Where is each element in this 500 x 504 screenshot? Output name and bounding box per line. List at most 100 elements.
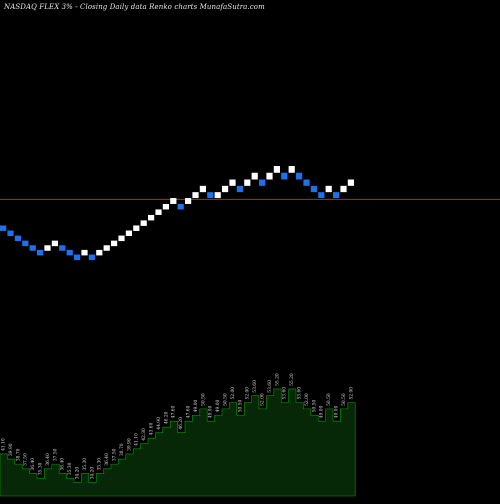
renko-brick-down: [333, 192, 340, 199]
renko-brick-up: [118, 235, 125, 242]
renko-brick-down: [259, 179, 266, 186]
renko-brick-down: [318, 192, 325, 199]
renko-brick-down: [74, 254, 81, 261]
brick-value-label: 37.50: [113, 448, 118, 461]
brick-value-label: 49.00: [216, 399, 221, 412]
brick-value-label: 36.40: [31, 458, 36, 471]
renko-brick-up: [214, 192, 221, 199]
renko-brick-up: [185, 198, 192, 204]
renko-brick-up: [96, 249, 103, 256]
renko-brick-down: [177, 203, 184, 210]
brick-value-label: 38.70: [16, 448, 21, 461]
brick-value-label: 52.00: [261, 393, 266, 406]
brick-value-label: 41.10: [135, 433, 140, 446]
brick-value-label: 55.20: [275, 373, 280, 386]
brick-value-label: 43.60: [150, 422, 155, 435]
brick-value-label: 49.00: [335, 405, 340, 418]
renko-brick-down: [281, 172, 288, 180]
renko-brick-down: [310, 185, 317, 193]
renko-brick-down: [7, 230, 14, 237]
brick-value-label: 47.60: [187, 405, 192, 418]
renko-brick-up: [199, 185, 206, 193]
brick-value-label: 55.20: [290, 373, 295, 386]
renko-brick-up: [51, 240, 58, 247]
brick-value-label: 39.90: [9, 443, 14, 456]
brick-value-label: 35.30: [98, 458, 103, 471]
renko-brick-up: [81, 249, 88, 256]
renko-brick-down: [59, 245, 66, 251]
brick-value-label: 35.30: [68, 462, 73, 475]
renko-brick-up: [162, 203, 169, 210]
renko-brick-up: [103, 245, 110, 251]
renko-brick-down: [303, 179, 310, 186]
volume-area-layer: [0, 388, 356, 497]
chart-title: NASDAQ FLEX 3% - Closing Daily data Renk…: [4, 3, 265, 11]
brick-value-label: 52.00: [231, 387, 236, 400]
brick-value-label: 35.30: [83, 458, 88, 471]
renko-brick-down: [236, 185, 243, 193]
brick-value-label: 52.00: [349, 387, 354, 400]
renko-brick-up: [347, 179, 354, 186]
brick-value-label: 36.40: [105, 453, 110, 466]
brick-value-label: 35.30: [39, 462, 44, 475]
renko-brick-up: [170, 198, 177, 204]
renko-brick-up: [148, 214, 155, 221]
brick-value-label: 47.60: [172, 405, 177, 418]
brick-value-label: 53.60: [268, 380, 273, 393]
renko-brick-down: [0, 225, 7, 231]
brick-value-label: 44.90: [157, 417, 162, 430]
brick-value-label: 46.20: [179, 417, 184, 430]
brick-value-label: 49.00: [194, 399, 199, 412]
renko-brick-up: [140, 220, 147, 226]
brick-value-label: 50.50: [201, 393, 206, 406]
brick-value-label: 36.40: [46, 453, 51, 466]
brick-value-label: 36.40: [61, 458, 66, 471]
renko-brick-up: [111, 240, 118, 247]
renko-brick-up: [251, 172, 258, 180]
renko-brick-down: [88, 254, 95, 261]
brick-value-label: 49.00: [320, 405, 325, 418]
renko-bricks: [0, 166, 354, 261]
brick-value-label: 53.60: [298, 387, 303, 400]
close-area-fill: [0, 388, 356, 497]
brick-value-label: 53.60: [253, 380, 258, 393]
brick-value-label: 50.50: [238, 399, 243, 412]
brick-value-label: 49.00: [209, 405, 214, 418]
renko-brick-up: [133, 225, 140, 231]
brick-value-label: 50.50: [327, 393, 332, 406]
brick-value-label: 50.50: [342, 393, 347, 406]
renko-brick-up: [244, 179, 251, 186]
renko-brick-up: [125, 230, 132, 237]
renko-brick-up: [266, 172, 273, 180]
brick-value-label: 39.90: [127, 438, 132, 451]
renko-brick-up: [288, 166, 295, 173]
renko-brick-up: [273, 166, 280, 173]
brick-value-label: 37.50: [53, 448, 58, 461]
renko-brick-down: [14, 235, 21, 242]
brick-value-label: 41.10: [2, 438, 7, 451]
renko-brick-down: [207, 192, 214, 199]
brick-value-label: 50.50: [224, 393, 229, 406]
renko-brick-down: [37, 249, 44, 256]
renko-brick-down: [29, 245, 36, 251]
renko-brick-up: [325, 185, 332, 193]
brick-value-label: 34.20: [76, 467, 81, 480]
brick-value-label: 46.20: [164, 411, 169, 424]
brick-value-label: 52.00: [246, 387, 251, 400]
renko-brick-up: [192, 192, 199, 199]
brick-value-label: 50.50: [312, 399, 317, 412]
renko-brick-down: [66, 249, 73, 256]
renko-brick-up: [44, 245, 51, 251]
brick-value-label: 53.60: [283, 387, 288, 400]
renko-brick-up: [155, 209, 162, 215]
brick-value-label: 34.20: [90, 467, 95, 480]
brick-value-label: 52.00: [305, 393, 310, 406]
brick-value-label: 38.70: [120, 443, 125, 456]
renko-brick-up: [340, 185, 347, 193]
brick-value-label: 37.50: [24, 453, 29, 466]
brick-value-label: 42.30: [142, 428, 147, 441]
renko-brick-up: [222, 185, 229, 193]
